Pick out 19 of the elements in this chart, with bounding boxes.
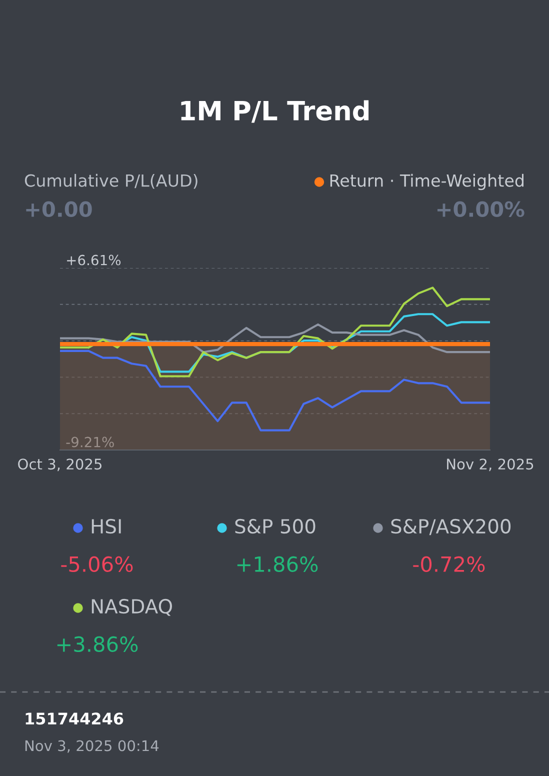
y-tick-label: +6.61% xyxy=(67,254,121,266)
x-tick-label: Oct 3, 2025 xyxy=(18,458,102,472)
legend-label: NASDAQ xyxy=(92,598,172,616)
text: +0.00 xyxy=(26,201,92,218)
text: -5.06% xyxy=(61,556,133,572)
text: Cumulative P/L(AUD) xyxy=(24,174,198,189)
text: -0.72% xyxy=(413,556,485,572)
text: 151744246 xyxy=(26,712,124,725)
text: +1.86% xyxy=(237,556,318,572)
text: +3.86% xyxy=(57,636,138,652)
chart-title: 1M P/L Trend xyxy=(181,100,369,123)
text: +0.00% xyxy=(437,201,524,218)
text: Nov 3, 2025 00:14 xyxy=(25,740,159,753)
y-tick-label: -9.21% xyxy=(66,436,114,448)
legend-label: HSI xyxy=(92,518,121,534)
legend-label: S&P/ASX200 xyxy=(391,518,511,536)
legend-label: S&P 500 xyxy=(235,518,316,534)
x-tick-label: Nov 2, 2025 xyxy=(447,458,534,472)
legend-label: Return · Time-Weighted xyxy=(330,174,524,190)
